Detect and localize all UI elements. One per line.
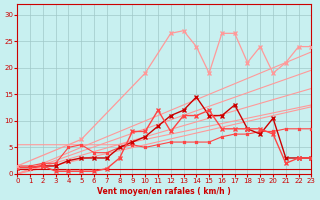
X-axis label: Vent moyen/en rafales ( km/h ): Vent moyen/en rafales ( km/h ) [98, 187, 231, 196]
